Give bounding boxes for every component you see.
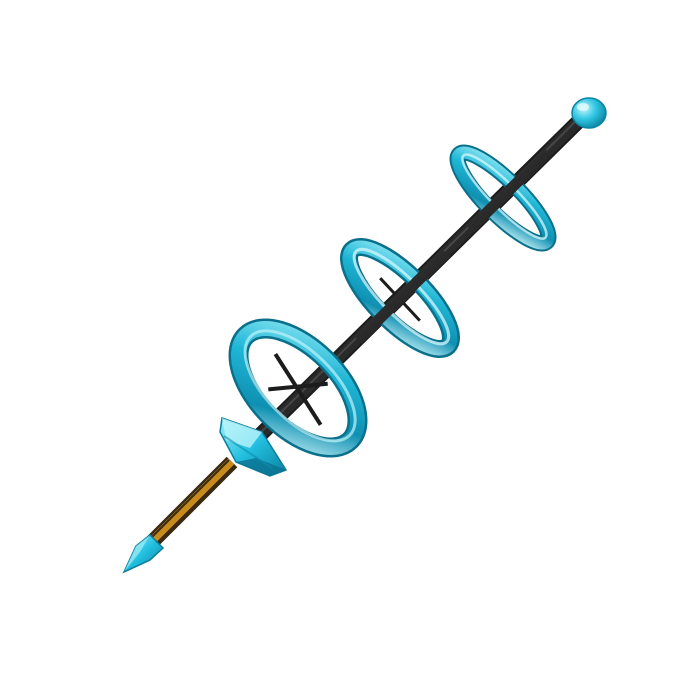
shaft-front-icon bbox=[354, 148, 552, 344]
ring-icon bbox=[228, 318, 368, 458]
pommel-icon bbox=[122, 533, 165, 574]
grip-icon bbox=[140, 456, 238, 554]
guard-icon bbox=[219, 416, 288, 477]
tip-orb-icon bbox=[571, 97, 607, 129]
